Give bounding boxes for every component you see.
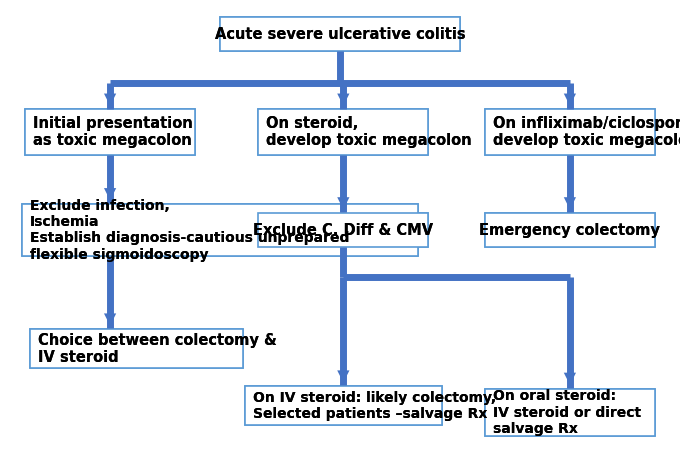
FancyBboxPatch shape [30,329,243,368]
FancyBboxPatch shape [220,17,460,51]
Text: Exclude infection,
Ischemia
Establish diagnosis-cautious unprepared
flexible sig: Exclude infection, Ischemia Establish di… [30,199,349,261]
Text: On infliximab/ciclosporin
develop toxic megacolon: On infliximab/ciclosporin develop toxic … [493,116,680,148]
Text: Emergency colectomy: Emergency colectomy [479,223,660,238]
Text: On steroid,
develop toxic megacolon: On steroid, develop toxic megacolon [267,116,472,148]
FancyBboxPatch shape [485,109,655,155]
Text: Exclude infection,
Ischemia
Establish diagnosis-cautious unprepared
flexible sig: Exclude infection, Ischemia Establish di… [30,199,349,261]
FancyBboxPatch shape [485,213,655,247]
FancyBboxPatch shape [485,213,655,247]
FancyBboxPatch shape [245,386,441,425]
Text: On steroid,
develop toxic megacolon: On steroid, develop toxic megacolon [267,116,472,148]
Text: On infliximab/ciclosporin
develop toxic megacolon: On infliximab/ciclosporin develop toxic … [493,116,680,148]
Text: Acute severe ulcerative colitis: Acute severe ulcerative colitis [215,27,465,42]
Text: Initial presentation
as toxic megacolon: Initial presentation as toxic megacolon [33,116,193,148]
FancyBboxPatch shape [220,17,460,51]
Text: Emergency colectomy: Emergency colectomy [479,223,660,238]
Text: On IV steroid: likely colectomy,
Selected patients –salvage Rx: On IV steroid: likely colectomy, Selecte… [253,391,496,421]
Text: Acute severe ulcerative colitis: Acute severe ulcerative colitis [215,27,465,42]
Text: Choice between colectomy &
IV steroid: Choice between colectomy & IV steroid [38,332,277,365]
FancyBboxPatch shape [485,389,655,437]
Text: On IV steroid: likely colectomy,
Selected patients –salvage Rx: On IV steroid: likely colectomy, Selecte… [253,391,496,421]
FancyBboxPatch shape [485,109,655,155]
FancyBboxPatch shape [258,109,428,155]
Text: On oral steroid:
IV steroid or direct
salvage Rx: On oral steroid: IV steroid or direct sa… [493,389,641,436]
Text: Exclude C. Diff & CMV: Exclude C. Diff & CMV [253,223,433,238]
FancyBboxPatch shape [25,109,195,155]
FancyBboxPatch shape [245,386,441,425]
FancyBboxPatch shape [22,204,418,256]
FancyBboxPatch shape [30,329,243,368]
FancyBboxPatch shape [22,204,418,256]
FancyBboxPatch shape [258,213,428,247]
Text: Choice between colectomy &
IV steroid: Choice between colectomy & IV steroid [38,332,277,365]
FancyBboxPatch shape [485,389,655,437]
Text: Initial presentation
as toxic megacolon: Initial presentation as toxic megacolon [33,116,193,148]
FancyBboxPatch shape [258,213,428,247]
Text: Exclude C. Diff & CMV: Exclude C. Diff & CMV [253,223,433,238]
FancyBboxPatch shape [258,109,428,155]
Text: On oral steroid:
IV steroid or direct
salvage Rx: On oral steroid: IV steroid or direct sa… [493,389,641,436]
FancyBboxPatch shape [25,109,195,155]
